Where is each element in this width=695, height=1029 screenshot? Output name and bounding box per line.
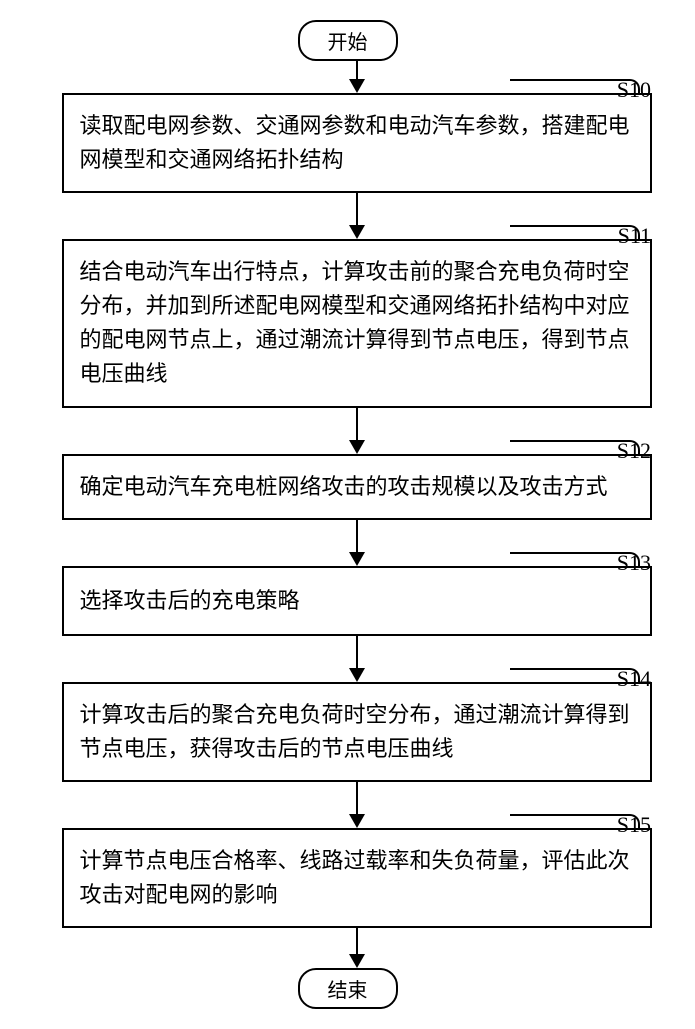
step-label: S15 (617, 812, 651, 838)
arrow (349, 636, 365, 682)
step-wrap: S11结合电动汽车出行特点，计算攻击前的聚合充电负荷时空分布，并加到所述配电网模… (10, 239, 685, 407)
step-box: 计算节点电压合格率、线路过载率和失负荷量，评估此次攻击对配电网的影响 (62, 828, 652, 928)
step-wrap: S13选择攻击后的充电策略 (10, 566, 685, 636)
step-label: S14 (617, 666, 651, 692)
arrow (349, 408, 365, 454)
end-terminator: 结束 (298, 968, 398, 1009)
flowchart: 开始 S10读取配电网参数、交通网参数和电动汽车参数，搭建配电网模型和交通网络拓扑… (10, 20, 685, 1009)
step-label: S11 (618, 223, 651, 249)
step-label: S12 (617, 438, 651, 464)
step-wrap: S14计算攻击后的聚合充电负荷时空分布，通过潮流计算得到节点电压，获得攻击后的节… (10, 682, 685, 782)
arrow (349, 520, 365, 566)
step-label: S10 (617, 77, 651, 103)
step-box: 选择攻击后的充电策略 (62, 566, 652, 636)
start-terminator: 开始 (298, 20, 398, 61)
step-label: S13 (617, 550, 651, 576)
step-box: 结合电动汽车出行特点，计算攻击前的聚合充电负荷时空分布，并加到所述配电网模型和交… (62, 239, 652, 407)
step-wrap: S12确定电动汽车充电桩网络攻击的攻击规模以及攻击方式 (10, 454, 685, 520)
arrow (349, 193, 365, 239)
step-wrap: S15计算节点电压合格率、线路过载率和失负荷量，评估此次攻击对配电网的影响 (10, 828, 685, 928)
arrow (349, 61, 365, 93)
step-wrap: S10读取配电网参数、交通网参数和电动汽车参数，搭建配电网模型和交通网络拓扑结构 (10, 93, 685, 193)
step-box: 读取配电网参数、交通网参数和电动汽车参数，搭建配电网模型和交通网络拓扑结构 (62, 93, 652, 193)
step-box: 确定电动汽车充电桩网络攻击的攻击规模以及攻击方式 (62, 454, 652, 520)
arrow (349, 928, 365, 968)
step-box: 计算攻击后的聚合充电负荷时空分布，通过潮流计算得到节点电压，获得攻击后的节点电压… (62, 682, 652, 782)
arrow (349, 782, 365, 828)
